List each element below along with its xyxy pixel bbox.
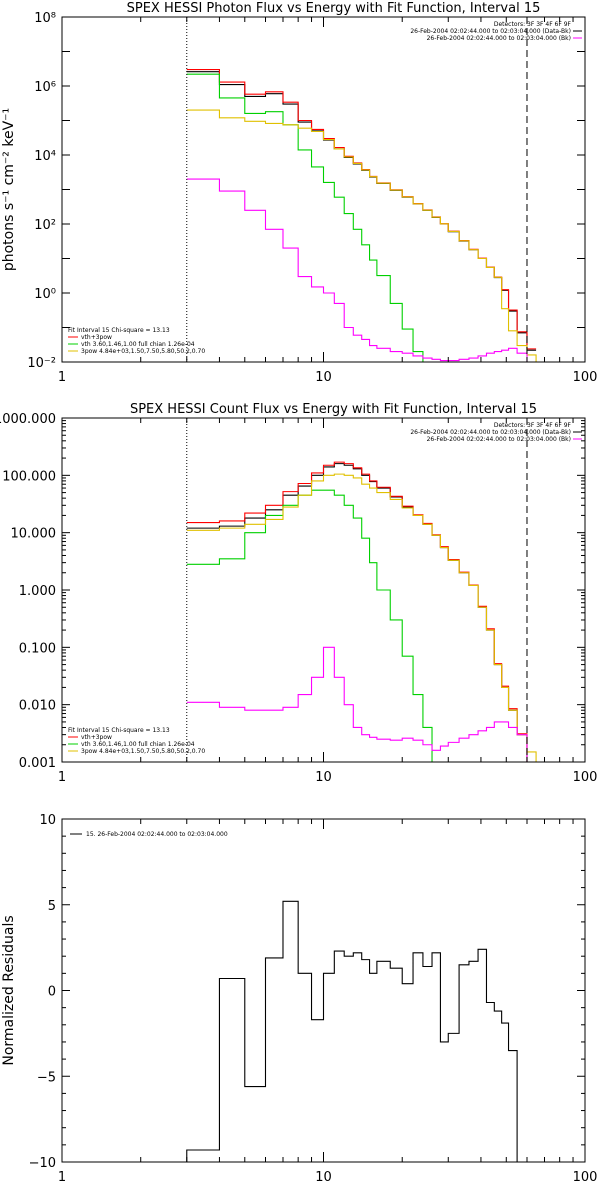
y-tick-label: 100.000	[2, 469, 56, 484]
y-tick-label: 10⁰	[34, 287, 56, 302]
y-tick-label: 10	[39, 813, 56, 828]
y-tick-label: 0	[48, 985, 56, 1000]
legend-right-text: Detectors: 3F 3F 4F 6F 9F	[494, 422, 572, 429]
x-tick-label: 1	[58, 770, 66, 785]
series-group	[186, 900, 527, 1162]
x-tick-label: 100	[573, 770, 598, 785]
chart-title: SPEX HESSI Count Flux vs Energy with Fit…	[130, 402, 537, 417]
y-tick-label: −5	[37, 1070, 56, 1085]
legend-left-text: 3pow 4.84e+03,1.50,7.50,5.80,50.2,0.70	[81, 748, 205, 755]
legend-right-text: 26-Feb-2004 02:02:44.000 to 02:03:04.000…	[410, 429, 571, 436]
photon-flux-panel: SPEX HESSI Photon Flux vs Energy with Fi…	[1, 1, 597, 385]
plot-frame	[61, 16, 586, 363]
legend-left-text: vth 3.60,1.46,1.00 full chian 1.26e-04	[81, 341, 195, 348]
legend-left-text: vth+3pow	[81, 334, 112, 341]
chart-title: SPEX HESSI Photon Flux vs Energy with Fi…	[127, 1, 541, 16]
legend-right-text: Detectors: 3F 3F 4F 6F 9F	[494, 21, 572, 28]
y-tick-label: 0.100	[19, 641, 56, 656]
x-tick-label: 10	[315, 1170, 332, 1185]
y-tick-label: 5	[48, 899, 56, 914]
y-tick-label: 1000.000	[0, 412, 56, 427]
y-tick-label: 1.000	[19, 584, 56, 599]
y-tick-label: −10	[29, 1156, 56, 1171]
series-line-3pow	[186, 473, 548, 762]
y-tick-label: 10.000	[11, 527, 57, 542]
series-line-residuals	[186, 900, 527, 1162]
legend-left-text: vth 3.60,1.46,1.00 full chian 1.26e-04	[81, 741, 195, 748]
legend-left-text: vth+3pow	[81, 734, 112, 741]
y-tick-label: 10⁸	[34, 11, 56, 26]
x-tick-label: 100	[573, 1170, 598, 1185]
legend-text: 15. 26-Feb-2004 02:02:44.000 to 02:03:04…	[86, 831, 228, 838]
count-flux-panel: SPEX HESSI Count Flux vs Energy with Fit…	[0, 402, 597, 785]
series-line-bk	[186, 646, 537, 762]
series-line-3pow	[186, 109, 548, 362]
y-tick-label: 10²	[34, 218, 56, 233]
series-line-vth-3pow	[186, 68, 537, 350]
series-line-vth-3pow	[186, 461, 537, 762]
series-line-vth	[186, 73, 433, 362]
x-tick-label: 100	[573, 370, 598, 385]
y-tick-label: 10⁻²	[27, 356, 56, 371]
series-line-bk	[186, 178, 537, 362]
legend-right-text: 26-Feb-2004 02:02:44.000 to 02:03:04.000…	[427, 35, 571, 42]
legend-right-text: 26-Feb-2004 02:02:44.000 to 02:03:04.000…	[427, 436, 571, 443]
y-axis-label: Normalized Residuals	[1, 915, 17, 1065]
legend-left-text: Fit Interval 15 Chi-square = 13.13	[68, 727, 170, 734]
series-group	[186, 461, 548, 762]
series-line-data-bk	[186, 71, 537, 351]
y-tick-label: 10⁶	[34, 80, 56, 95]
y-tick-label: 0.010	[19, 699, 56, 714]
series-line-vth	[186, 489, 441, 762]
residuals-panel: 1 10 100 −10 −5 0 5 10 Normalized Residuals 15. 2…	[1, 813, 597, 1185]
legend-left-text: Fit Interval 15 Chi-square = 13.13	[68, 327, 170, 334]
series-group	[186, 68, 548, 362]
y-tick-label: 10⁴	[34, 149, 56, 164]
x-tick-label: 1	[58, 370, 66, 385]
legend-right-text: 26-Feb-2004 02:02:44.000 to 02:03:04.000…	[410, 28, 571, 35]
series-line-data-bk	[186, 463, 537, 762]
y-axis-label: photons s⁻¹ cm⁻² keV⁻¹	[1, 108, 17, 271]
x-tick-label: 10	[315, 770, 332, 785]
y-tick-label: 0.001	[19, 756, 56, 771]
x-tick-label: 10	[315, 370, 332, 385]
legend-left-text: 3pow 4.84e+03,1.50,7.50,5.80,50.2,0.70	[81, 348, 205, 355]
x-tick-label: 1	[58, 1170, 66, 1185]
